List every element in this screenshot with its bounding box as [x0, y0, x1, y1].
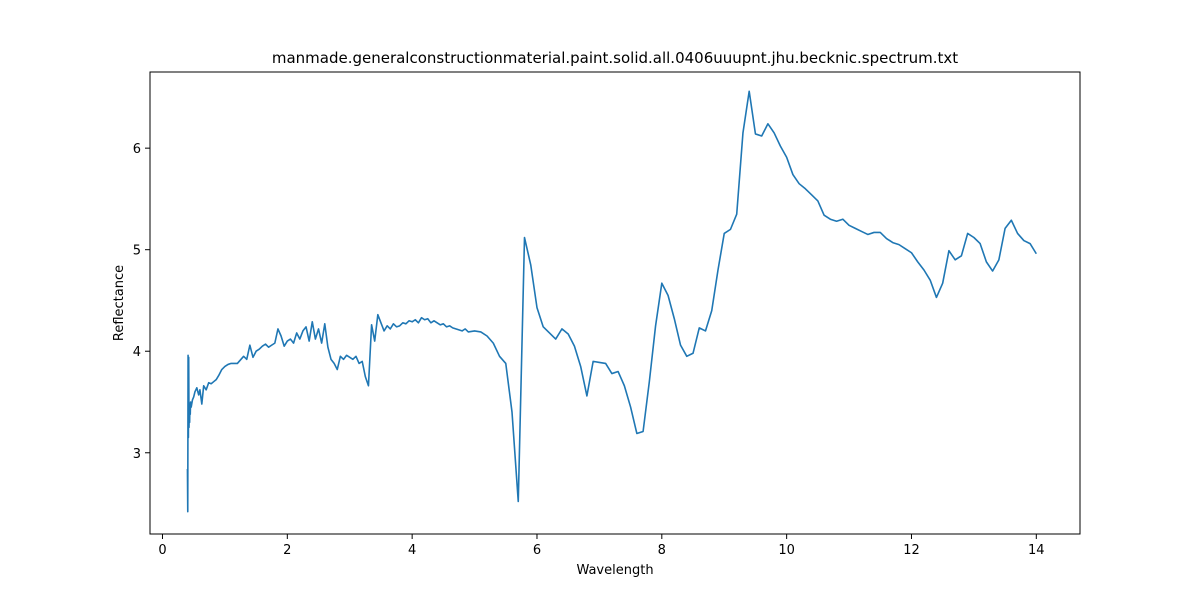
- x-tick-label: 0: [158, 543, 166, 558]
- spectrum-line: [186, 90, 1037, 513]
- y-tick-label: 6: [133, 142, 141, 157]
- y-tick-label: 4: [133, 345, 141, 360]
- y-axis-label: Reflectance: [112, 265, 127, 341]
- plot-frame: [149, 71, 1081, 535]
- y-tick-label: 3: [133, 447, 141, 462]
- x-tick-label: 2: [283, 543, 291, 558]
- x-tick-label: 8: [658, 543, 666, 558]
- x-axis-label: Wavelength: [576, 563, 653, 578]
- x-axis: 0 2 4 6 8 10 12 14: [158, 534, 1045, 558]
- chart-title: manmade.generalconstructionmaterial.pain…: [272, 49, 958, 67]
- y-axis: 3 4 5 6: [133, 142, 150, 462]
- series-layer: [186, 90, 1037, 513]
- x-tick-label: 12: [903, 543, 920, 558]
- x-tick-label: 10: [778, 543, 795, 558]
- x-tick-label: 4: [408, 543, 416, 558]
- y-tick-label: 5: [133, 244, 141, 259]
- plot-area: [149, 71, 1081, 535]
- x-tick-label: 6: [533, 543, 541, 558]
- x-tick-label: 14: [1028, 543, 1045, 558]
